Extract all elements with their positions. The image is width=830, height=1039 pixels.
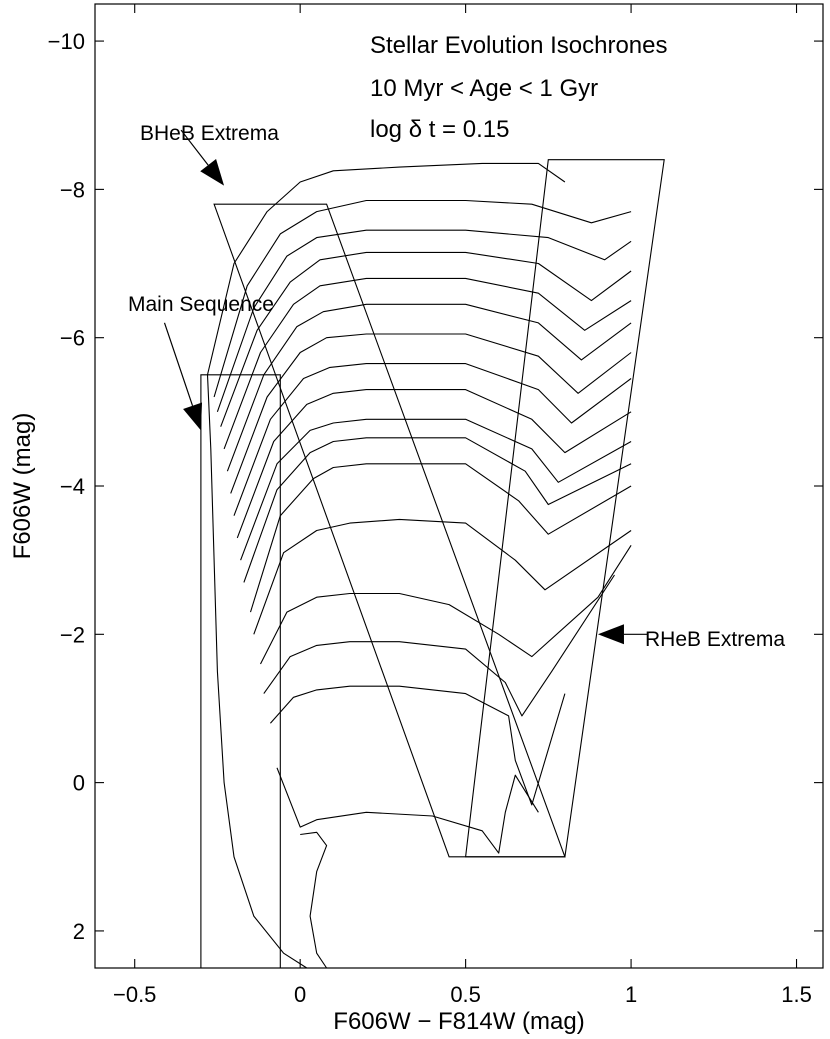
main-sequence-arrow — [163, 322, 203, 431]
isochrone-1 — [206, 162, 566, 375]
isochrone-11 — [243, 437, 632, 583]
y-tick-label: 2 — [73, 919, 85, 944]
isochrone-18 — [300, 831, 328, 969]
rheb-arrow — [597, 624, 648, 645]
x-tick-label: 0 — [294, 982, 306, 1007]
isochrone-12 — [249, 463, 632, 613]
isochrone-14 — [260, 545, 632, 665]
x-tick-label: 1 — [625, 982, 637, 1007]
y-axis-title: F606W (mag) — [9, 413, 36, 560]
y-tick-label: −2 — [60, 622, 85, 647]
x-tick-label: −0.5 — [113, 982, 156, 1007]
y-tick-label: −8 — [60, 177, 85, 202]
annotation-main-sequence: Main Sequence — [128, 293, 274, 316]
bheb-arrow — [180, 129, 225, 186]
x-axis-title: F606W − F814W (mag) — [333, 1008, 584, 1035]
isochrone-7 — [230, 333, 632, 494]
isochrone-17 — [276, 767, 539, 854]
isochrone-9 — [236, 389, 632, 539]
annotation-bheb-extrema: BHeB Extrema — [140, 122, 279, 145]
x-tick-label: 0.5 — [450, 982, 481, 1007]
annotation-rheb-extrema: RHeB Extrema — [645, 628, 785, 651]
x-tick-label: 1.5 — [781, 982, 812, 1007]
chart-title-line-3: log δ t = 0.15 — [370, 116, 509, 143]
rheb-box — [464, 159, 665, 858]
isochrone-4 — [220, 251, 632, 427]
isochrone-10 — [240, 418, 632, 561]
isochrone-3 — [216, 229, 632, 412]
isochrone-8 — [233, 363, 632, 516]
isochrone-15 — [263, 574, 615, 717]
y-tick-label: −10 — [48, 29, 85, 54]
y-tick-label: −4 — [60, 474, 85, 499]
isochrone-2 — [213, 199, 632, 398]
chart-title-line-1: Stellar Evolution Isochrones — [370, 32, 668, 59]
isochrone-5 — [223, 277, 632, 450]
y-tick-label: 0 — [73, 771, 85, 796]
main-sequence-box — [200, 374, 281, 969]
y-tick-label: −6 — [60, 326, 85, 351]
isochrone-16 — [269, 685, 566, 806]
isochrone-13 — [253, 518, 632, 635]
main-sequence-envelope — [206, 374, 308, 969]
chart-title-line-2: 10 Myr < Age < 1 Gyr — [370, 75, 598, 102]
isochrone-6 — [226, 303, 632, 472]
